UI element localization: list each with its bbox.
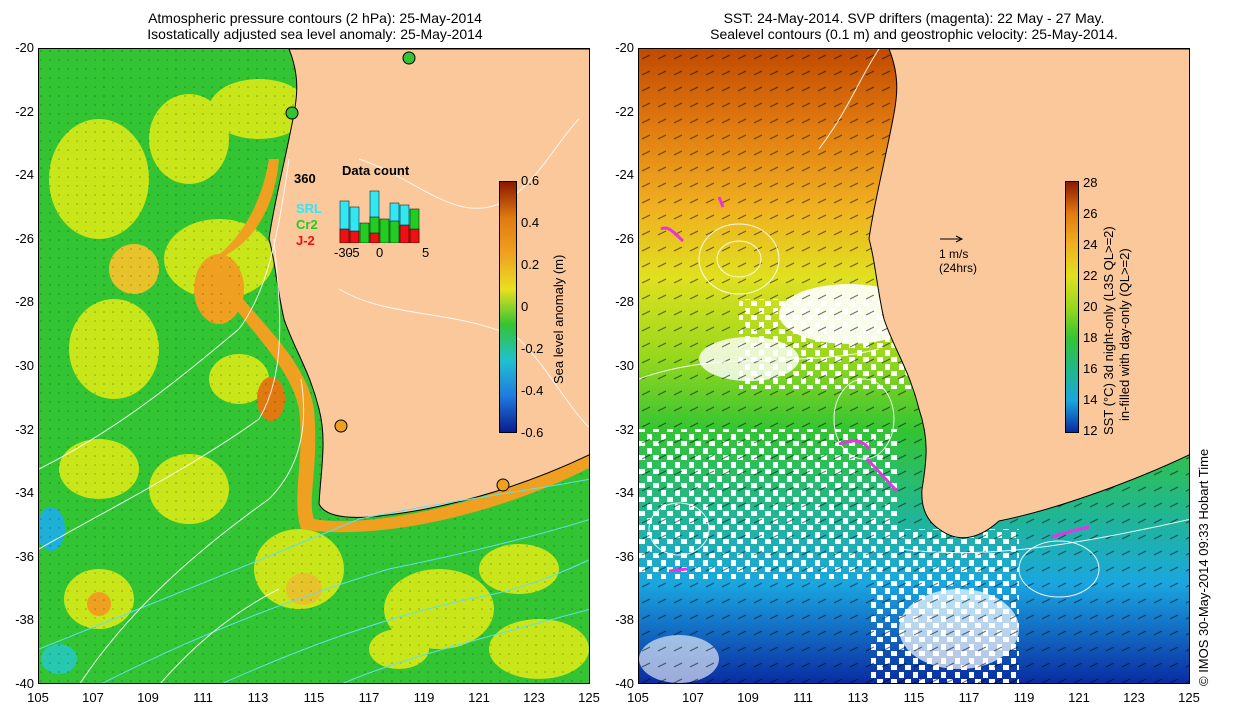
sst-tick-12: 12	[1083, 423, 1098, 438]
australia-landmass	[868, 49, 1189, 539]
right-x-tick: 109	[737, 690, 759, 705]
tide-gauge-stations	[285, 51, 510, 492]
sla-tick-3: 0	[521, 299, 529, 314]
right-y-tick: -34	[615, 485, 634, 500]
sst-tick-16: 16	[1083, 361, 1098, 376]
velocity-scale-period: (24hrs)	[939, 261, 978, 275]
left-x-tick: 119	[413, 690, 435, 705]
right-x-tick: 119	[1013, 690, 1035, 705]
inset-x-label-5: 5	[422, 245, 430, 260]
inset-x-label-0: 0	[376, 245, 384, 260]
right-x-tick: 115	[903, 690, 925, 705]
left-x-tick: 123	[523, 690, 545, 705]
right-y-tick: -30	[615, 358, 634, 373]
right-y-tick: -32	[615, 422, 634, 437]
inset-series-cr2: Cr2	[296, 217, 318, 232]
sla-tick-6: -0.6	[521, 425, 544, 440]
left-y-tick: -32	[15, 422, 34, 437]
sst-tick-20: 20	[1083, 299, 1098, 314]
left-y-tick: -40	[15, 676, 34, 691]
left-x-tick: 107	[82, 690, 104, 705]
velocity-scale: 1 m/s (24hrs)	[939, 233, 977, 275]
left-y-tick: -34	[15, 485, 34, 500]
data-count-inset: 360 Data count SRL Cr2 J-2	[294, 159, 444, 269]
right-x-tick: 121	[1068, 690, 1090, 705]
left-y-tick: -22	[15, 104, 34, 119]
sla-tick-1: 0.4	[521, 215, 540, 230]
left-title-line1: Atmospheric pressure contours (2 hPa): 2…	[148, 10, 482, 26]
left-y-tick: -38	[15, 612, 34, 627]
right-x-tick: 105	[627, 690, 649, 705]
sst-tick-26: 26	[1083, 206, 1098, 221]
right-y-tick: -38	[615, 612, 634, 627]
sst-tick-28: 28	[1083, 175, 1098, 190]
left-map[interactable]: 360 Data count SRL Cr2 J-2	[38, 48, 590, 684]
histogram-bars	[339, 190, 420, 243]
right-map[interactable]: 1 m/s (24hrs) 28 26 24 22 20 18 16 14 12…	[638, 48, 1190, 684]
inset-title: Data count	[342, 163, 410, 178]
left-title: Atmospheric pressure contours (2 hPa): 2…	[40, 10, 590, 42]
left-x-tick: 115	[303, 690, 325, 705]
right-y-tick: -20	[615, 40, 634, 55]
right-y-tick: -36	[615, 549, 634, 564]
sst-tick-14: 14	[1083, 392, 1098, 407]
sla-tick-4: -0.2	[521, 341, 544, 356]
sst-colorbar-label-line2: in-filled with day-only (QL>=2)	[1117, 248, 1132, 421]
left-y-tick: -36	[15, 549, 34, 564]
inset-x-label-prefix: -30	[334, 245, 353, 260]
imos-credit: © IMOS 30-May-2014 09:33 Hobart Time	[1196, 448, 1211, 686]
right-y-tick: -22	[615, 104, 634, 119]
right-x-tick: 117	[958, 690, 980, 705]
sla-tick-2: 0.2	[521, 257, 540, 272]
data-count-histogram	[339, 190, 420, 243]
left-title-line2: Isostatically adjusted sea level anomaly…	[147, 26, 483, 42]
pressure-contours	[39, 478, 589, 683]
inset-x-label-neg5: -5	[348, 245, 360, 260]
right-title: SST: 24-May-2014. SVP drifters (magenta)…	[638, 10, 1190, 42]
sst-colorbar	[1065, 181, 1079, 433]
svp-drifters	[660, 196, 1090, 573]
left-x-tick: 121	[468, 690, 490, 705]
sst-colorbar-label-line1: SST (°C) 3d night-only (L3S QL>=2)	[1101, 226, 1116, 435]
sst-tick-18: 18	[1083, 330, 1098, 345]
right-y-tick: -28	[615, 294, 634, 309]
sst-tick-24: 24	[1083, 237, 1098, 252]
white-contours	[39, 118, 589, 683]
left-x-tick: 117	[358, 690, 380, 705]
right-x-tick: 125	[1178, 690, 1200, 705]
sst-map	[639, 49, 1189, 683]
velocity-scale-arrow	[940, 235, 964, 243]
left-x-tick: 111	[193, 690, 213, 705]
left-x-tick: 105	[27, 690, 49, 705]
sla-colorbar-label: Sea level anomaly (m)	[551, 254, 566, 384]
left-y-tick: -26	[15, 231, 34, 246]
left-y-tick: -30	[15, 358, 34, 373]
right-title-line2: Sealevel contours (0.1 m) and geostrophi…	[710, 26, 1118, 42]
left-y-tick: -24	[15, 167, 34, 182]
sea-level-anomaly-map	[39, 49, 589, 683]
inset-max-label: 360	[294, 171, 316, 186]
inset-series-j2: J-2	[296, 233, 315, 248]
sla-tick-0: 0.6	[521, 173, 540, 188]
right-title-line1: SST: 24-May-2014. SVP drifters (magenta)…	[723, 10, 1105, 26]
left-x-tick: 125	[578, 690, 600, 705]
left-y-tick: -20	[15, 40, 34, 55]
left-x-tick: 113	[247, 690, 269, 705]
right-x-tick: 123	[1123, 690, 1145, 705]
velocity-scale-value: 1 m/s	[939, 247, 969, 261]
coastal-anomaly-band	[207, 159, 589, 533]
sla-tick-5: -0.4	[521, 383, 544, 398]
sea-level-contours	[639, 49, 1189, 598]
right-y-tick: -24	[615, 167, 634, 182]
sla-colorbar	[499, 181, 517, 433]
right-y-tick: -40	[615, 676, 634, 691]
sst-tick-22: 22	[1083, 268, 1098, 283]
right-x-tick: 111	[793, 690, 813, 705]
inset-series-srl: SRL	[296, 201, 322, 216]
left-x-tick: 109	[137, 690, 159, 705]
right-x-tick: 113	[847, 690, 869, 705]
right-x-tick: 107	[682, 690, 704, 705]
left-y-tick: -28	[15, 294, 34, 309]
right-y-tick: -26	[615, 231, 634, 246]
